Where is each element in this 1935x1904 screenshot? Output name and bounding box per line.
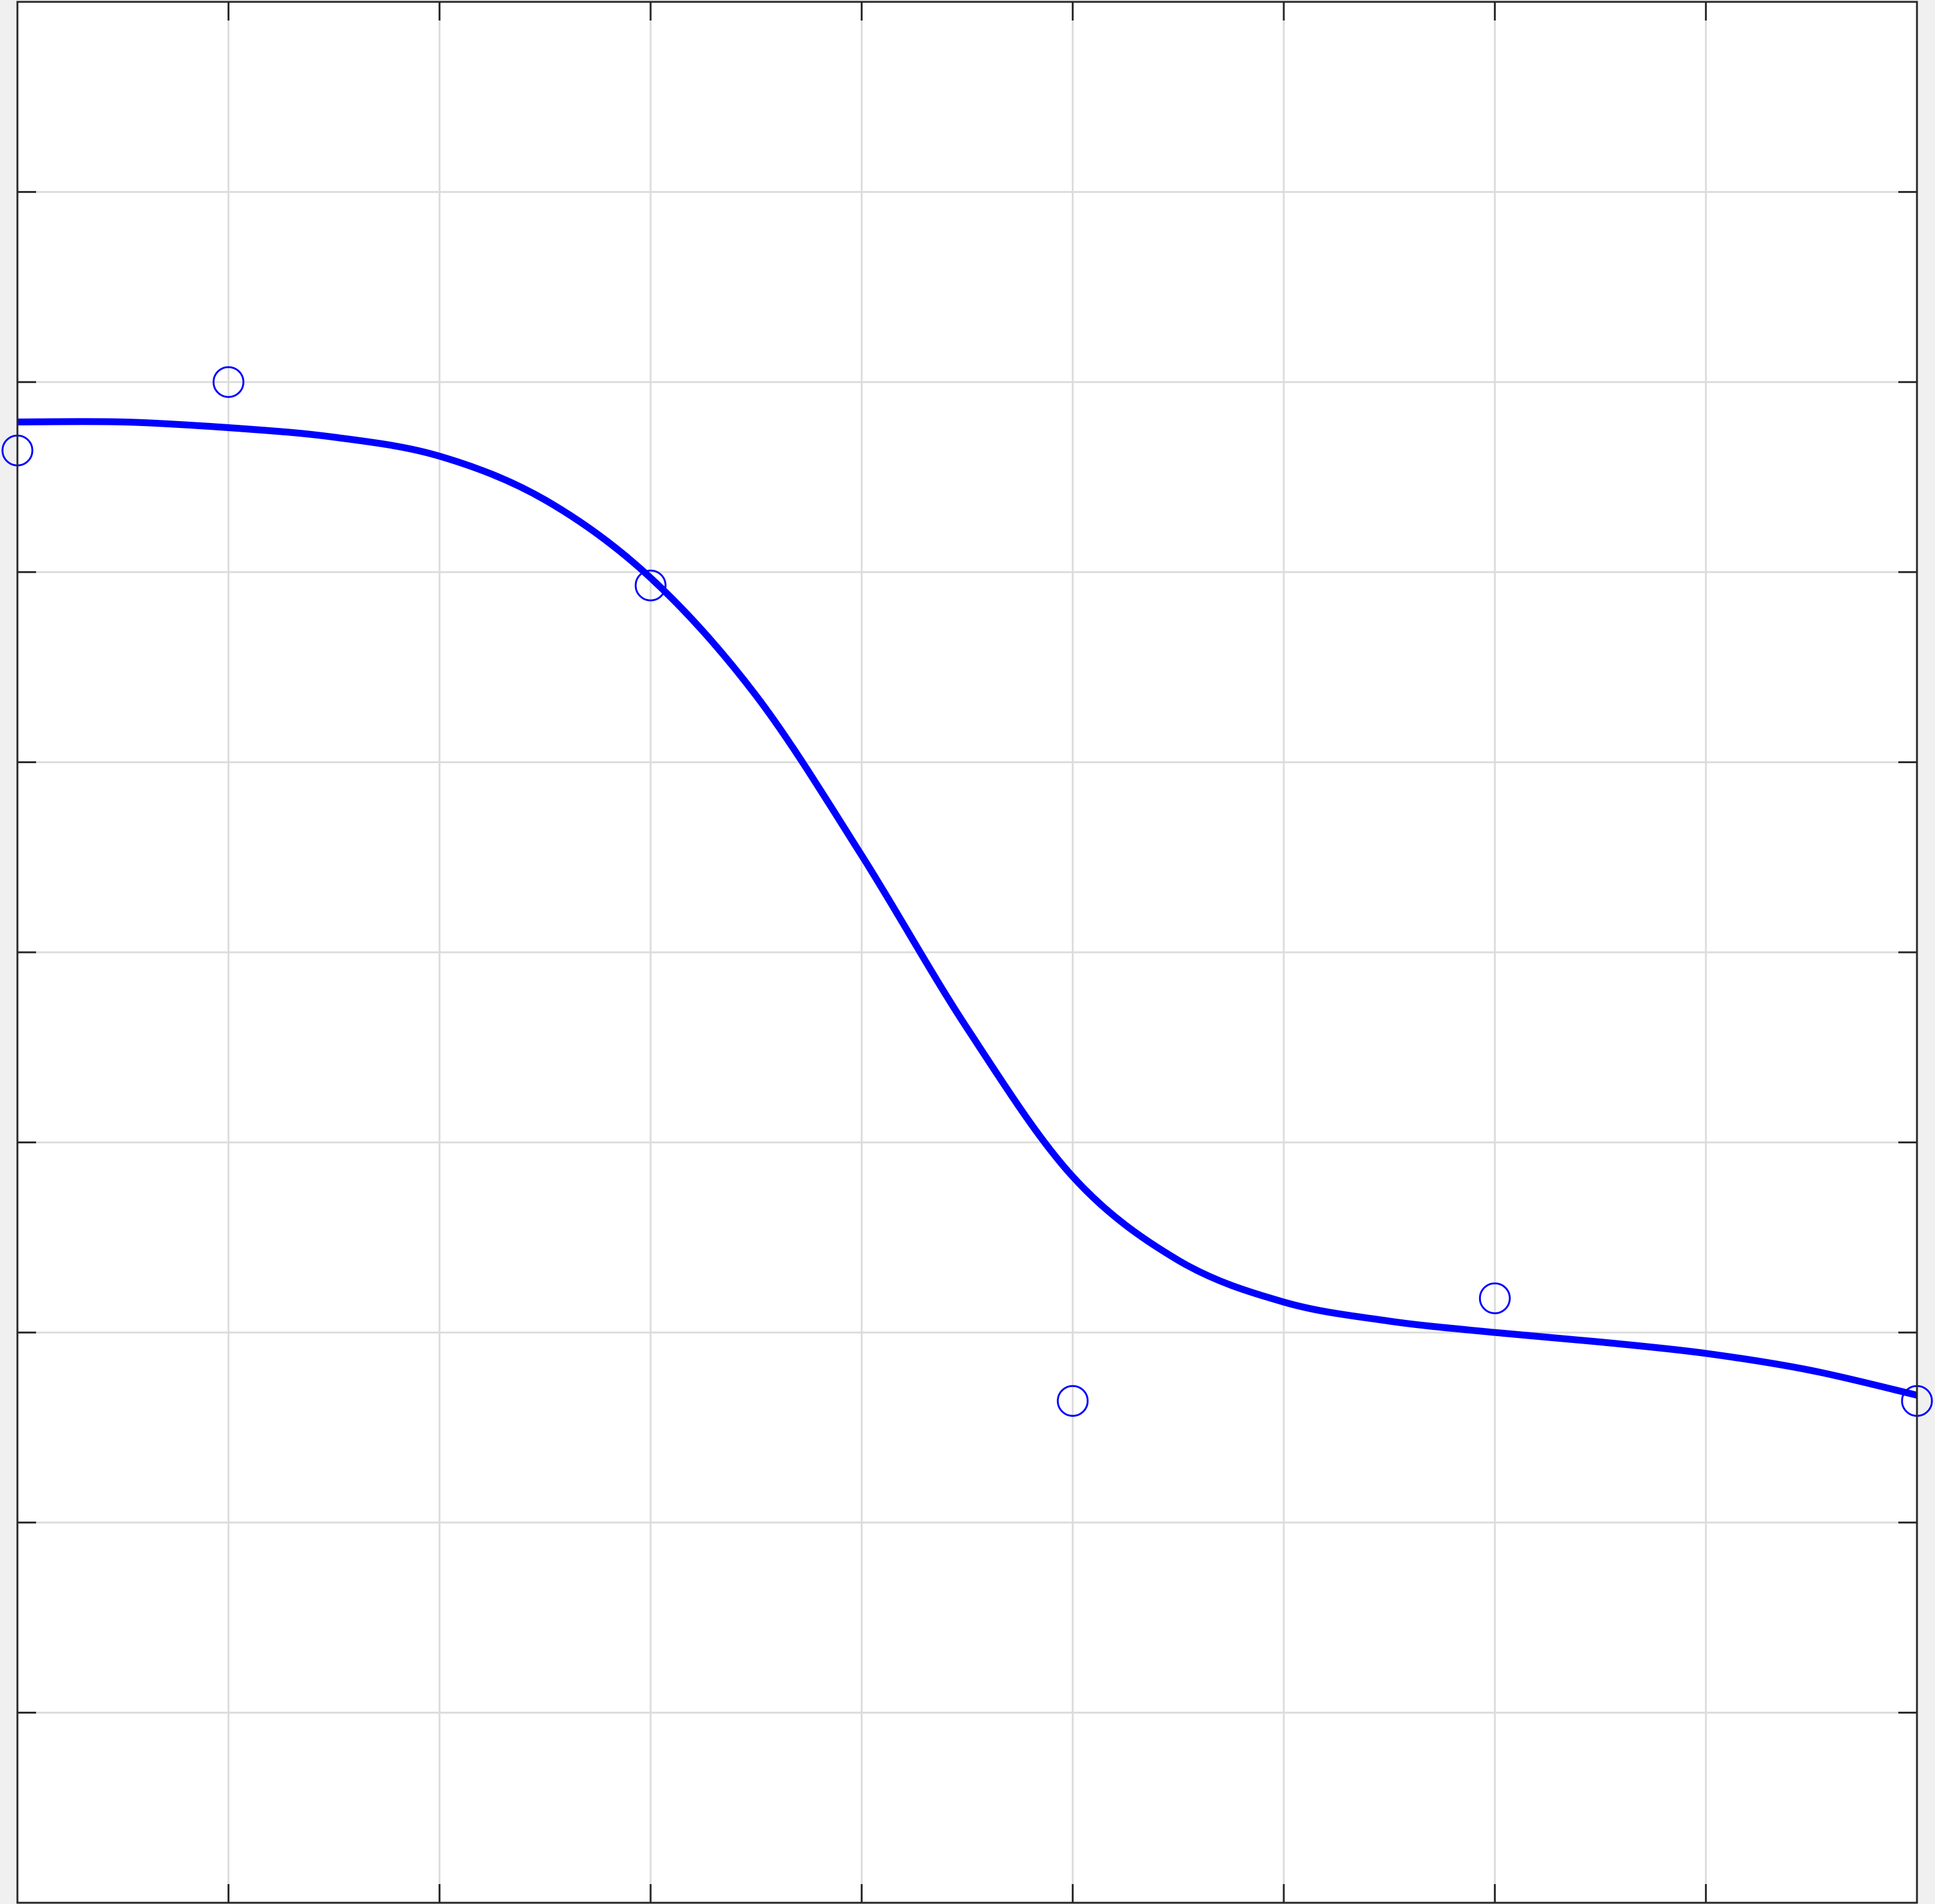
data-point (634, 569, 667, 601)
grid-lines (17, 2, 1917, 1903)
series-line (17, 418, 1918, 1399)
series-group (1, 366, 1933, 1417)
data-point (1057, 1385, 1089, 1417)
data-point (212, 366, 244, 398)
data-point (1478, 1282, 1511, 1314)
plot-frame (16, 1, 1918, 1904)
